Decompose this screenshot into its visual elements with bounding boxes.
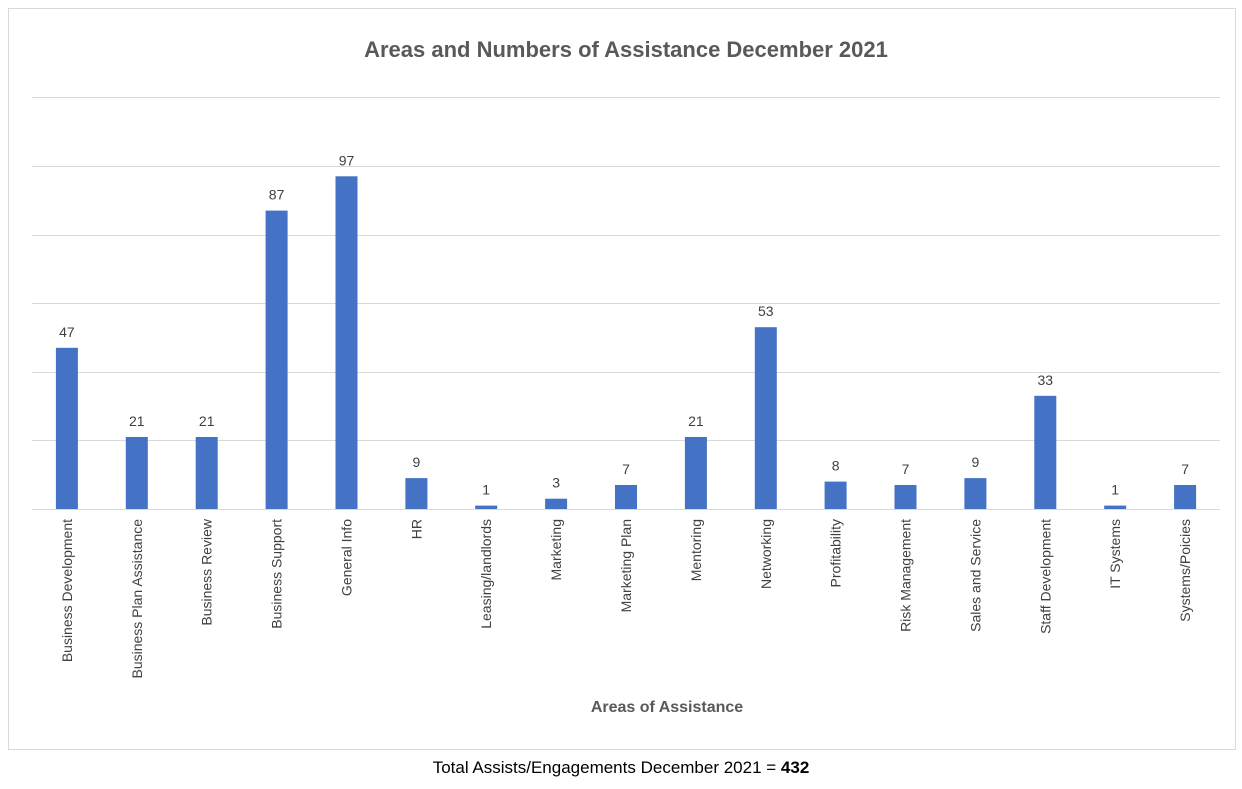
bar [1034, 395, 1057, 509]
x-tick-label: Business Plan Assistance [129, 519, 145, 679]
x-tick-label: Marketing Plan [618, 519, 634, 612]
data-label: 7 [1181, 461, 1189, 477]
data-label: 1 [482, 482, 490, 498]
bars [55, 176, 1197, 510]
x-tick-label: Business Development [59, 519, 75, 662]
x-tick-label: IT Systems [1107, 519, 1123, 589]
bar [754, 327, 777, 509]
x-tick-label: Business Support [269, 519, 285, 629]
x-tick-label: Business Review [199, 518, 215, 625]
bar [894, 485, 917, 509]
bar [964, 478, 987, 509]
chart-title: Areas and Numbers of Assistance December… [364, 37, 888, 62]
x-tick-label: Leasing/landlords [478, 519, 494, 629]
x-tick-labels: Business Development Business Plan Assist… [59, 518, 1193, 678]
data-label: 21 [688, 413, 704, 429]
bar [265, 210, 288, 509]
data-label: 53 [758, 303, 774, 319]
bar [1174, 485, 1197, 509]
data-label: 7 [622, 461, 630, 477]
bar [1104, 505, 1127, 509]
bar [335, 176, 358, 510]
x-tick-label: Mentoring [688, 519, 704, 581]
data-label: 47 [59, 324, 75, 340]
bar [125, 437, 148, 509]
data-label: 21 [129, 413, 145, 429]
data-label: 3 [552, 475, 560, 491]
bar [615, 485, 637, 509]
bar [475, 505, 498, 509]
x-tick-label: Systems/Poicies [1177, 519, 1193, 622]
x-tick-label: HR [408, 519, 424, 539]
total-footer: Total Assists/Engagements December 2021 … [0, 758, 1242, 778]
data-label: 97 [339, 152, 355, 168]
bar [405, 478, 428, 509]
x-tick-label: General Info [339, 519, 355, 596]
x-tick-label: Marketing [548, 519, 564, 580]
data-label: 9 [972, 454, 980, 470]
x-tick-label: Networking [758, 519, 774, 589]
x-tick-label: Profitability [828, 519, 844, 587]
total-value: 432 [780, 758, 810, 777]
data-label: 9 [413, 454, 421, 470]
gridlines [32, 97, 1220, 510]
x-tick-label: Staff Development [1037, 519, 1053, 634]
data-label: 1 [1111, 482, 1119, 498]
data-label: 7 [902, 461, 910, 477]
data-label: 33 [1038, 372, 1054, 388]
bar [545, 498, 568, 509]
bar [684, 437, 707, 509]
total-footer-text: Total Assists/Engagements December 2021 … [432, 758, 781, 777]
data-label: 8 [832, 458, 840, 474]
x-axis-title: Areas of Assistance [591, 699, 743, 716]
x-tick-label: Risk Management [898, 519, 914, 632]
bar [55, 347, 78, 509]
bar [195, 437, 218, 509]
data-label: 87 [269, 187, 285, 203]
data-label: 21 [199, 413, 215, 429]
x-tick-label: Sales and Service [967, 519, 983, 632]
bar [824, 481, 847, 509]
chart-area [8, 8, 1236, 750]
